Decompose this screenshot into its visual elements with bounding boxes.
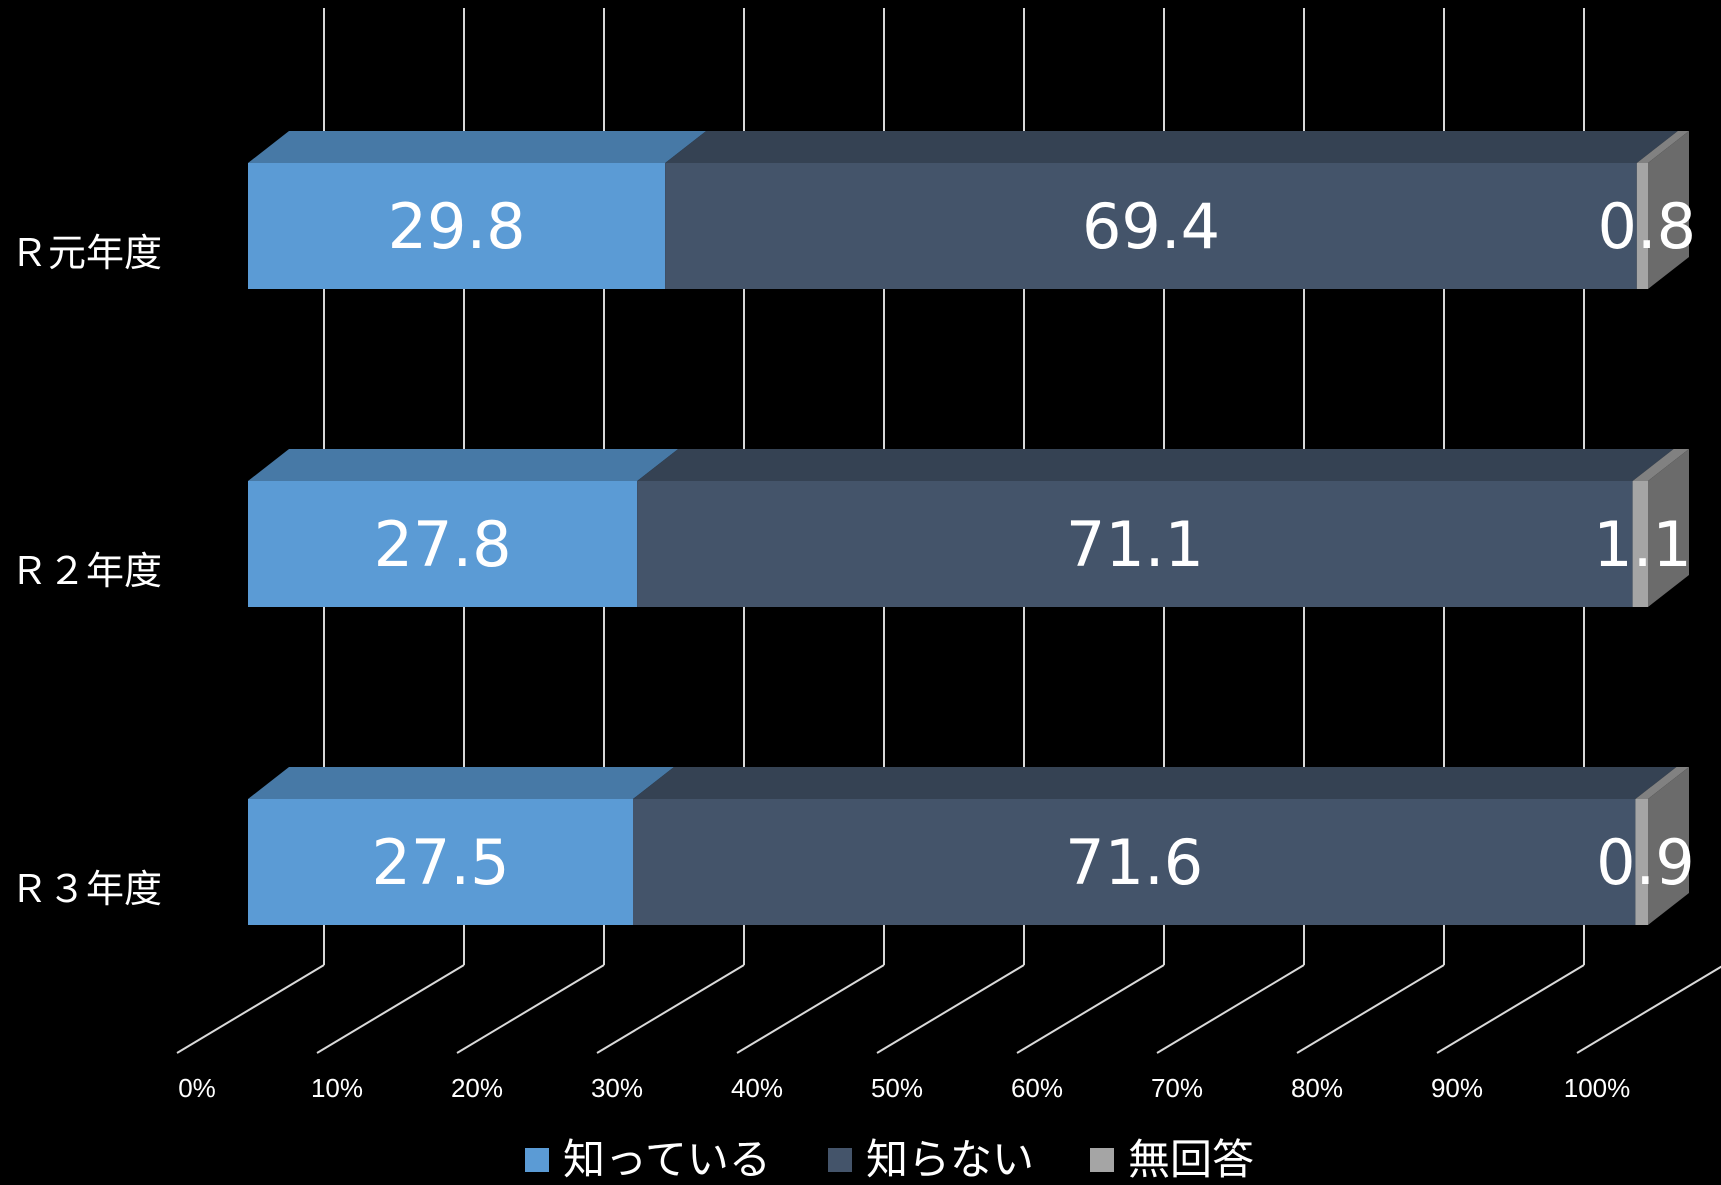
category-labels: Ｒ元年度 Ｒ２年度 Ｒ３年度 bbox=[10, 231, 162, 911]
category-label: Ｒ元年度 bbox=[10, 231, 162, 275]
floor-line bbox=[456, 964, 605, 1054]
bar-value-label: 27.5 bbox=[371, 826, 509, 899]
floor-line bbox=[596, 964, 745, 1054]
bar-side-face bbox=[1648, 131, 1689, 289]
x-tick-label: 30% bbox=[591, 1073, 643, 1103]
floor-line bbox=[316, 964, 465, 1054]
x-tick-labels: 0% 10% 20% 30% 40% 50% 60% 70% 80% 90% 100% bbox=[178, 1073, 1630, 1103]
bar-segment bbox=[637, 481, 1633, 607]
floor-line bbox=[176, 964, 325, 1054]
bar-segment bbox=[1636, 163, 1648, 289]
x-tick-label: 60% bbox=[1011, 1073, 1063, 1103]
category-label: Ｒ２年度 bbox=[10, 549, 162, 593]
bar-segment bbox=[1632, 481, 1648, 607]
bar-segment bbox=[248, 163, 666, 289]
floor-line bbox=[1436, 964, 1585, 1054]
legend-label: 知らない bbox=[866, 1135, 1034, 1184]
legend-label: 知っている bbox=[563, 1135, 771, 1184]
x-tick-label: 10% bbox=[311, 1073, 363, 1103]
bar-segment bbox=[1635, 799, 1648, 925]
bar-value-label: 1.1 bbox=[1593, 508, 1692, 581]
x-tick-label: 100% bbox=[1564, 1073, 1631, 1103]
bar-top-face bbox=[1632, 449, 1689, 481]
bar-value-label: 0.9 bbox=[1596, 826, 1695, 899]
bar-side-face bbox=[1648, 449, 1689, 607]
floor-line bbox=[736, 964, 885, 1054]
bar-value-label: 71.1 bbox=[1066, 508, 1204, 581]
legend-swatch bbox=[1090, 1148, 1114, 1172]
bar-value-label: 71.6 bbox=[1065, 826, 1203, 899]
bar-side-face bbox=[1648, 767, 1689, 925]
bar-segment bbox=[665, 163, 1637, 289]
bar-top-face bbox=[1636, 131, 1689, 163]
floor-line bbox=[876, 964, 1025, 1054]
legend-label: 無回答 bbox=[1128, 1135, 1254, 1184]
bar-segment bbox=[248, 481, 638, 607]
legend-swatch bbox=[828, 1148, 852, 1172]
x-tick-label: 0% bbox=[178, 1073, 216, 1103]
axis-floor bbox=[176, 964, 1721, 1054]
bar-top-face bbox=[665, 131, 1678, 163]
bars: 29.8 69.4 0.8 27.8 71.1 1.1 27.5 71.6 0.9 bbox=[248, 131, 1696, 925]
floor-line bbox=[1156, 964, 1305, 1054]
floor-line bbox=[1016, 964, 1165, 1054]
legend-swatch bbox=[525, 1148, 549, 1172]
bar-value-label: 29.8 bbox=[388, 190, 526, 263]
category-label: Ｒ３年度 bbox=[10, 867, 162, 911]
floor-line bbox=[1296, 964, 1445, 1054]
bar-top-face bbox=[1635, 767, 1689, 799]
bar-top-face bbox=[633, 767, 1677, 799]
bar-top-face bbox=[248, 131, 707, 163]
bar-value-label: 27.8 bbox=[374, 508, 512, 581]
x-tick-label: 20% bbox=[451, 1073, 503, 1103]
bar-segment bbox=[633, 799, 1636, 925]
x-tick-label: 50% bbox=[871, 1073, 923, 1103]
bar-value-label: 0.8 bbox=[1597, 190, 1696, 263]
x-tick-label: 40% bbox=[731, 1073, 783, 1103]
legend: 知っている 知らない 無回答 bbox=[525, 1135, 1254, 1184]
floor-line bbox=[1576, 965, 1721, 1054]
bar-segment bbox=[248, 799, 633, 925]
bar-top-face bbox=[637, 449, 1674, 481]
x-tick-label: 70% bbox=[1151, 1073, 1203, 1103]
x-tick-label: 90% bbox=[1431, 1073, 1483, 1103]
x-tick-label: 80% bbox=[1291, 1073, 1343, 1103]
bar-top-face bbox=[248, 767, 674, 799]
bar-value-label: 69.4 bbox=[1082, 190, 1220, 263]
bar-top-face bbox=[248, 449, 679, 481]
